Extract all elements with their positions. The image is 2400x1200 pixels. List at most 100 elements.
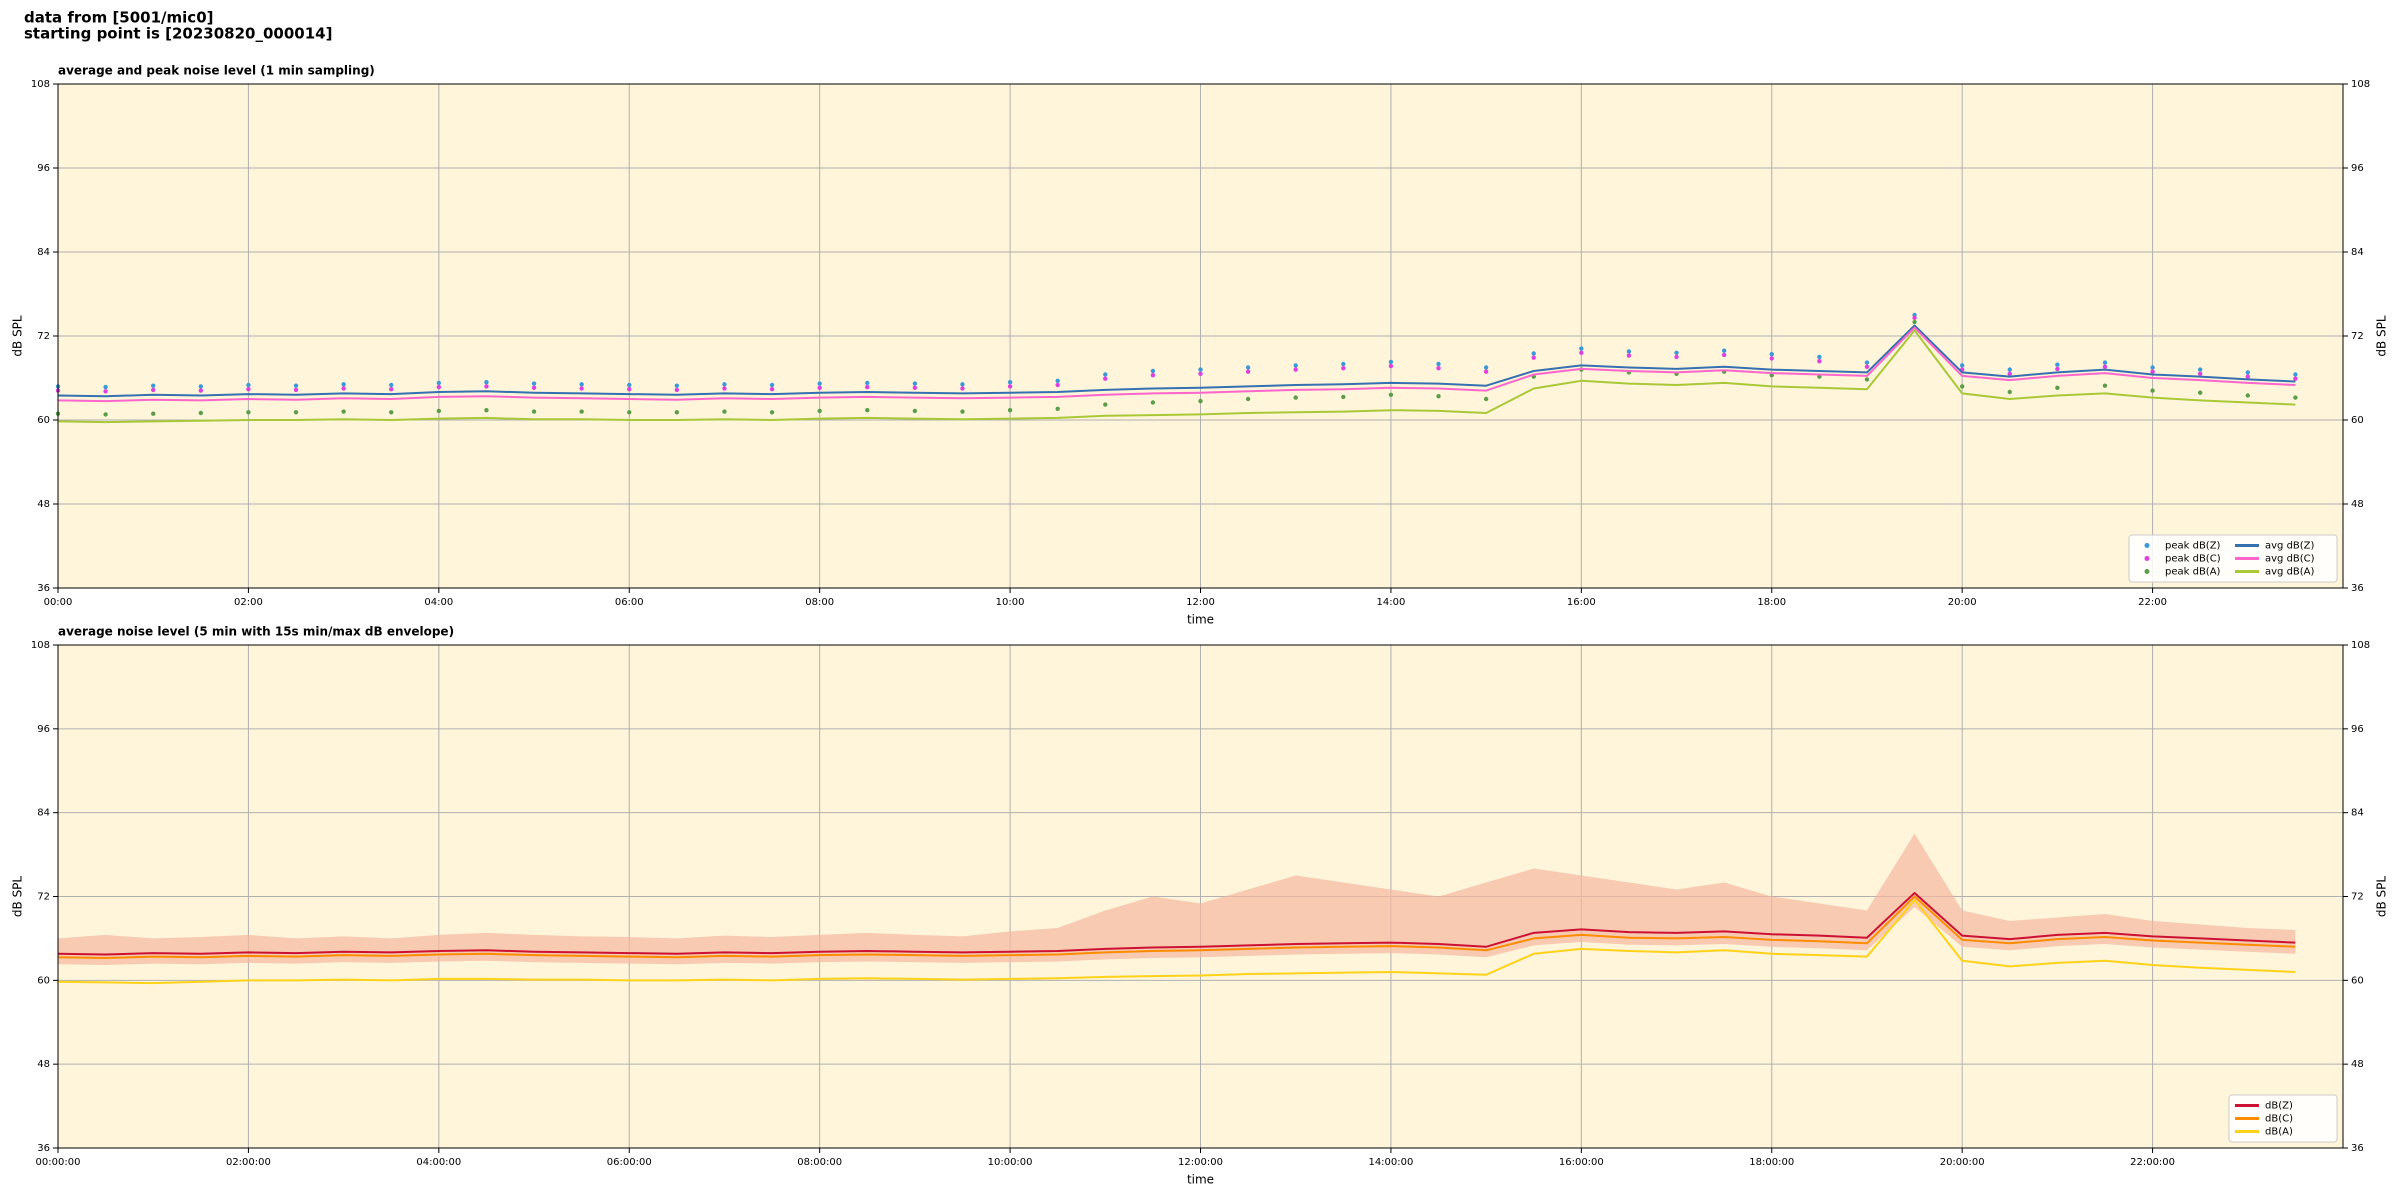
x-tick-label: 14:00:00 (1368, 1157, 1413, 1168)
y-tick-label: 48 (37, 499, 50, 510)
peak-dot (1293, 367, 1298, 372)
y-tick-label: 84 (37, 808, 50, 819)
y-tick-label: 108 (31, 640, 50, 651)
y2-tick-label: 72 (2351, 892, 2364, 903)
peak-dot (293, 383, 299, 388)
peak-dot (341, 386, 346, 391)
x-tick-label: 16:00:00 (1559, 1157, 1604, 1168)
y2-tick-label: 84 (2351, 247, 2364, 258)
series-line (57, 892, 2296, 956)
series-line (57, 329, 2296, 424)
y-tick-label: 108 (31, 79, 50, 90)
peak-dot (341, 409, 346, 414)
y-tick-label: 36 (37, 583, 50, 594)
legend-box (2128, 534, 2338, 583)
peak-dot (1007, 380, 1013, 385)
y2-tick-label: 108 (2351, 640, 2370, 651)
peak-dot (722, 409, 727, 414)
x-tick-label: 14:00 (1377, 597, 1406, 608)
x-tick-label: 22:00:00 (2130, 1157, 2175, 1168)
peak-dot (1103, 372, 1108, 377)
peak-dot (1388, 359, 1394, 365)
peak-dot (1912, 315, 1917, 320)
legend-marker (2144, 556, 2150, 561)
peak-dot (1483, 365, 1489, 370)
peak-dot (2007, 371, 2012, 376)
x-tick-label: 04:00 (424, 597, 453, 608)
peak-dot (865, 384, 870, 390)
x-tick-label: 16:00 (1567, 597, 1596, 608)
y2-tick-label: 48 (2351, 1059, 2364, 1070)
peak-dot (2245, 374, 2250, 379)
series-line (57, 898, 2296, 985)
legend-marker (2144, 543, 2150, 548)
peak-dot (674, 387, 680, 393)
y-tick-label: 48 (37, 1059, 50, 1070)
plot-frame (57, 83, 2344, 589)
peak-dot (865, 408, 870, 413)
peak-dot (1817, 359, 1822, 364)
peak-dot (2150, 365, 2155, 370)
y2-axis-label: dB SPL (2375, 876, 2389, 918)
peak-dot (436, 384, 442, 390)
peak-dot (1293, 395, 1298, 400)
peak-dot (1483, 369, 1489, 374)
peak-dot (1150, 368, 1156, 374)
peak-dot (341, 382, 346, 387)
peak-dot (674, 383, 680, 388)
peak-dot (1198, 371, 1203, 376)
peak-dot (1103, 376, 1108, 381)
peak-dot (1436, 366, 1441, 371)
peak-dot (1721, 352, 1727, 358)
legend-label: peak dB(C) (2165, 554, 2221, 565)
y2-tick-label: 60 (2351, 975, 2364, 986)
peak-dot (960, 409, 965, 414)
peak-dot (912, 385, 918, 390)
peak-dot (389, 387, 394, 392)
peak-dot (103, 384, 108, 390)
peak-dot (2197, 390, 2203, 395)
legend-marker (2144, 569, 2150, 574)
legend-label: peak dB(A) (2165, 567, 2221, 578)
peak-dot (579, 382, 584, 387)
y-tick-label: 60 (37, 975, 50, 986)
peak-dot (722, 382, 727, 387)
y-tick-label: 84 (37, 247, 50, 258)
y-tick-label: 72 (37, 892, 50, 903)
peak-dot (912, 381, 918, 386)
y2-tick-label: 84 (2351, 808, 2364, 819)
peak-dot (769, 410, 775, 415)
peak-dot (579, 409, 584, 414)
x-tick-label: 08:00 (805, 597, 834, 608)
peak-dot (2150, 388, 2155, 393)
peak-dot (1721, 348, 1727, 353)
peak-dot (2150, 369, 2155, 374)
peak-dot (1388, 363, 1394, 369)
peak-dot (1769, 356, 1774, 361)
peak-dot (293, 410, 299, 415)
peak-dot (1341, 361, 1346, 367)
peak-dot (817, 381, 822, 386)
peak-dot (1198, 367, 1203, 372)
peak-dot (912, 408, 918, 414)
peak-dot (2055, 362, 2060, 367)
peak-dot (627, 382, 632, 388)
x-tick-label: 00:00 (44, 597, 73, 608)
x-tick-label: 22:00 (2138, 597, 2167, 608)
peak-dot (1245, 396, 1251, 402)
x-tick-label: 18:00:00 (1749, 1157, 1794, 1168)
peak-dot (2007, 389, 2012, 395)
peak-dot (1388, 392, 1394, 397)
series-line (57, 895, 2296, 959)
peak-dot (1293, 363, 1298, 368)
x-tick-label: 20:00:00 (1940, 1157, 1985, 1168)
peak-dot (1531, 355, 1536, 360)
peak-dot (246, 410, 251, 415)
peak-dot (1341, 366, 1346, 371)
x-tick-label: 04:00:00 (416, 1157, 461, 1168)
peak-dot (531, 409, 537, 414)
legend-label: avg dB(C) (2265, 554, 2315, 565)
peak-dot (1531, 351, 1536, 356)
peak-dot (1959, 363, 1965, 368)
peak-dot (2293, 372, 2298, 377)
